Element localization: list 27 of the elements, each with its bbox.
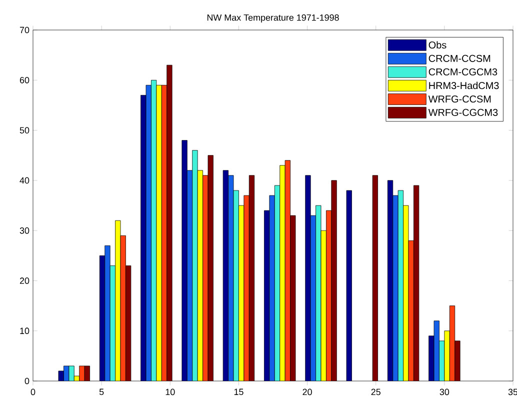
bar <box>104 245 110 381</box>
x-tick-label: 10 <box>166 388 175 396</box>
y-tick-label: 70 <box>20 26 30 34</box>
bar <box>280 165 286 381</box>
y-tick-label: 30 <box>20 227 30 234</box>
y-tick-label: 40 <box>20 177 30 184</box>
x-tick-label: 25 <box>371 388 380 396</box>
legend-label: Obs <box>428 41 446 49</box>
bar <box>192 150 198 381</box>
y-tick-label: 60 <box>20 76 30 84</box>
x-tick-label: 30 <box>440 388 450 396</box>
x-tick-label: 0 <box>30 388 36 396</box>
x-tick-label: 15 <box>234 388 244 396</box>
legend-label: WRFG-CCSM <box>428 95 491 103</box>
chart-title: NW Max Temperature 1971-1998 <box>207 14 339 23</box>
legend-label: CRCM-CCSM <box>428 54 490 62</box>
y-tick-label: 10 <box>20 328 30 334</box>
legend-label: CRCM-CGCM3 <box>428 68 498 76</box>
legend-label: WRFG-CGCM3 <box>428 108 498 116</box>
x-tick-label: 5 <box>99 388 104 396</box>
legend-label: HRM3-HadCM3 <box>429 82 499 90</box>
bar <box>392 195 398 381</box>
x-tick-label: 20 <box>302 388 312 396</box>
y-tick-label: 20 <box>20 278 30 284</box>
bar <box>305 175 311 381</box>
y-tick-label: 50 <box>20 127 30 134</box>
y-tick-label: 0 <box>24 378 30 384</box>
